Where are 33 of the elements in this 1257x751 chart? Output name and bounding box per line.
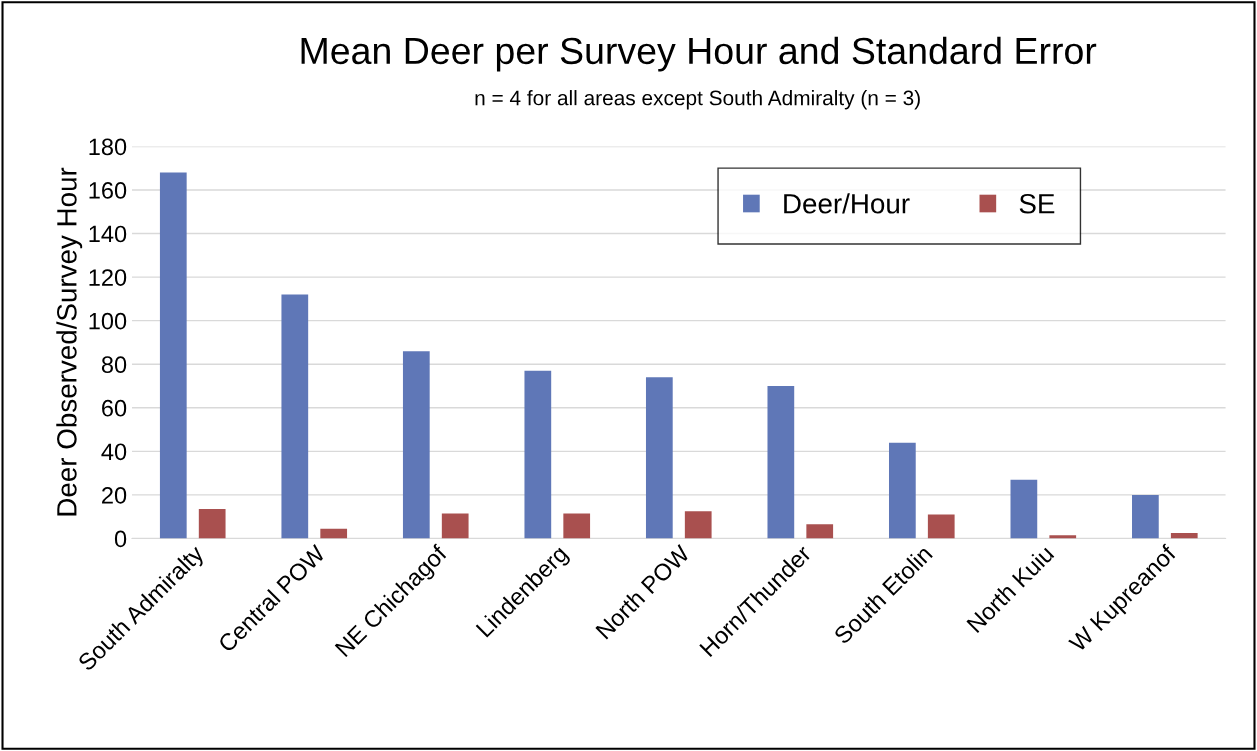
bar (159, 172, 187, 539)
y-tick-label: 100 (89, 312, 127, 330)
bar (281, 294, 309, 539)
bar (927, 514, 955, 539)
bar (806, 524, 834, 539)
bar (1170, 533, 1198, 539)
y-axis-title: Deer Observed/Survey Hour (56, 167, 83, 516)
y-tick-label: 80 (101, 356, 127, 374)
y-tick-label: 120 (89, 269, 127, 286)
chart-subtitle: n = 4 for all areas except South Admiralty (n = 3) (475, 90, 920, 110)
bar (1049, 535, 1077, 539)
y-tick-label: 160 (89, 182, 127, 199)
bar (320, 528, 348, 539)
bar (767, 386, 795, 539)
bar (684, 511, 712, 539)
y-tick-label: 40 (101, 443, 127, 461)
legend-label: SE (1019, 193, 1055, 214)
y-tick-label: 60 (102, 399, 127, 417)
bar (1132, 494, 1159, 539)
bar (198, 509, 226, 539)
bar (645, 377, 673, 539)
y-tick-label: 140 (89, 225, 127, 243)
y-tick-label: 180 (89, 138, 127, 156)
bar (402, 351, 430, 539)
bar (524, 370, 552, 539)
bar (1010, 479, 1038, 539)
bar (441, 513, 469, 539)
y-tick-label: 0 (114, 530, 127, 548)
legend-label: Deer/Hour (784, 193, 910, 214)
y-tick-label: 20 (102, 486, 127, 504)
bar (888, 442, 916, 539)
chart-title: Mean Deer per Survey Hour and Standard Error (301, 36, 1097, 72)
bar (563, 513, 591, 539)
